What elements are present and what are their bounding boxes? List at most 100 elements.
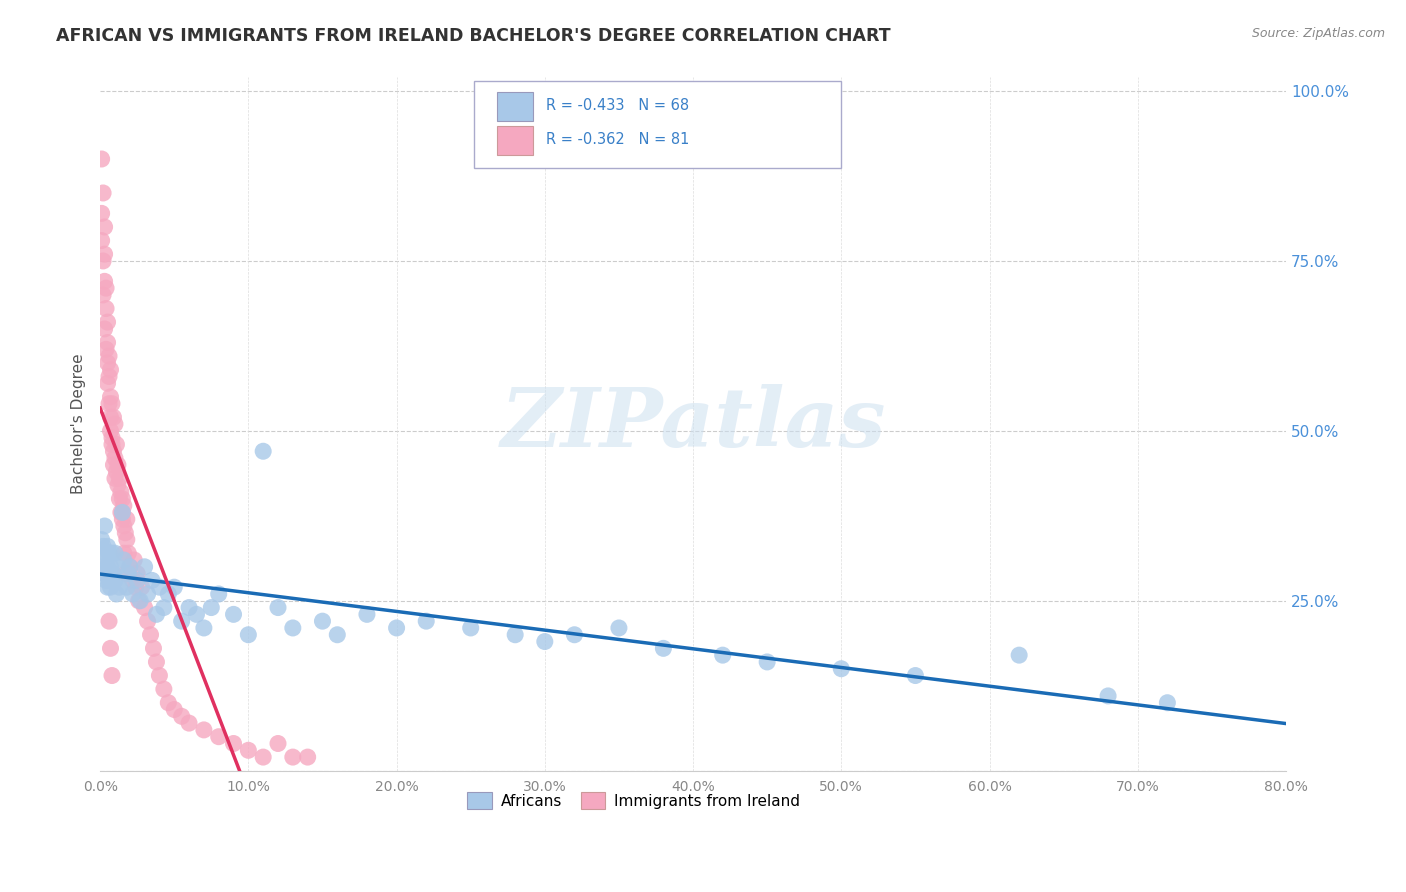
Point [163,702,186,716]
Point [90,152,112,166]
Point [756,655,779,669]
Point [103,444,125,458]
Point [100,424,122,438]
FancyBboxPatch shape [498,92,533,121]
Point [108,580,131,594]
Point [297,750,319,764]
Point [104,451,127,466]
Point [121,587,143,601]
Point [153,682,176,697]
Point [157,587,180,601]
Point [153,600,176,615]
Point [98,574,121,588]
Text: R = -0.433   N = 68: R = -0.433 N = 68 [546,98,689,113]
Point [830,662,852,676]
Point [112,519,135,533]
Point [222,607,245,622]
Point [564,628,586,642]
Point [170,614,193,628]
Point [134,600,156,615]
Point [104,417,127,431]
Point [100,559,122,574]
FancyBboxPatch shape [498,126,533,155]
Point [125,580,148,594]
Point [652,641,675,656]
Point [103,410,125,425]
Point [157,696,180,710]
Point [93,519,115,533]
Point [96,540,118,554]
Point [105,465,128,479]
Point [186,607,208,622]
FancyBboxPatch shape [474,81,841,168]
Point [193,621,215,635]
Point [104,471,127,485]
Point [111,505,134,519]
Point [93,247,115,261]
Point [101,437,124,451]
Point [93,566,115,581]
Point [91,186,114,200]
Point [118,559,141,574]
Text: Source: ZipAtlas.com: Source: ZipAtlas.com [1251,27,1385,40]
Point [90,553,112,567]
Point [148,668,170,682]
Point [415,614,437,628]
Point [252,750,274,764]
Point [177,600,200,615]
Point [104,574,127,588]
Text: R = -0.362   N = 81: R = -0.362 N = 81 [546,132,689,147]
Point [93,219,115,234]
Point [145,607,167,622]
Text: ZIPatlas: ZIPatlas [501,384,886,464]
Point [533,634,555,648]
Point [128,594,150,608]
Point [105,437,128,451]
Point [98,546,121,560]
Point [129,594,152,608]
Point [136,614,159,628]
Point [238,628,260,642]
Point [90,533,112,547]
Point [1008,648,1031,662]
Point [104,546,127,560]
Point [100,362,122,376]
Point [117,546,139,560]
Point [281,621,304,635]
Point [103,458,125,472]
Point [145,655,167,669]
Point [904,668,927,682]
Point [208,587,231,601]
Point [94,343,117,357]
Point [110,485,132,500]
Point [1097,689,1119,703]
Point [105,587,128,601]
Point [122,553,145,567]
Point [91,540,114,554]
Point [112,499,135,513]
Point [100,641,122,656]
Point [281,750,304,764]
Point [208,730,231,744]
Point [93,322,115,336]
Point [148,580,170,594]
Point [115,512,138,526]
Point [127,574,149,588]
Point [326,628,349,642]
Point [101,574,124,588]
Point [108,491,131,506]
Point [101,546,124,560]
Point [107,478,129,492]
Point [503,628,526,642]
Legend: Africans, Immigrants from Ireland: Africans, Immigrants from Ireland [461,786,806,815]
Point [103,566,125,581]
Point [90,234,112,248]
Point [460,621,482,635]
Point [121,574,143,588]
Point [101,397,124,411]
Point [131,580,153,594]
Point [111,512,134,526]
Point [100,390,122,404]
Text: AFRICAN VS IMMIGRANTS FROM IRELAND BACHELOR'S DEGREE CORRELATION CHART: AFRICAN VS IMMIGRANTS FROM IRELAND BACHE… [56,27,891,45]
Point [100,410,122,425]
